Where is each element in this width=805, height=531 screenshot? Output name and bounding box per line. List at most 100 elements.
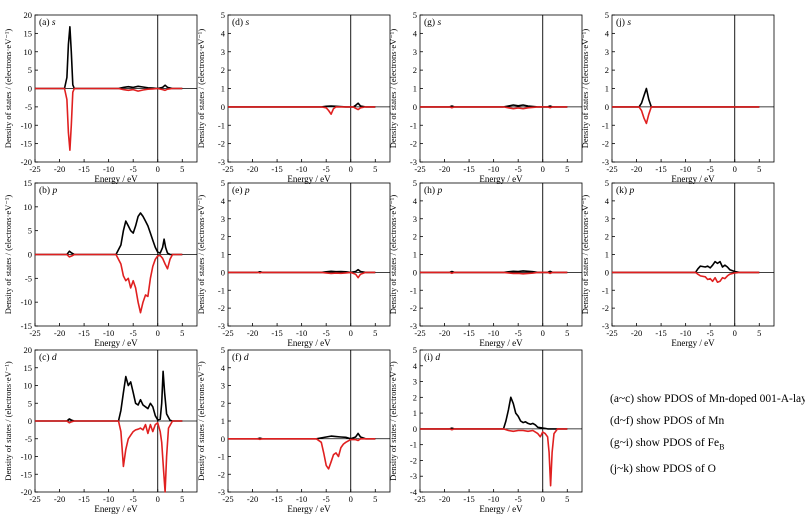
x-tick-label: -5 <box>323 164 330 174</box>
x-tick-label: -15 <box>78 494 89 504</box>
y-tick-label: -2 <box>218 139 225 149</box>
y-tick-label: 3 <box>221 47 225 57</box>
y-tick-label: 1 <box>605 84 609 94</box>
x-tick-label: -15 <box>655 328 666 338</box>
panel-label: (e) p <box>232 185 250 196</box>
orbital-label: p <box>436 186 442 196</box>
panel-c: -25 -20 -15 -10 -5 0 5-20-15-10-505101520Energ… <box>3 345 198 514</box>
x-tick-label: 5 <box>565 494 569 504</box>
y-tick-label: -10 <box>21 120 32 130</box>
x-tick-label: -15 <box>78 328 89 338</box>
x-tick-label: -20 <box>631 328 642 338</box>
x-tick-label: -20 <box>439 328 450 338</box>
panel-letter: (k) <box>616 185 629 196</box>
plot-frame <box>611 14 775 163</box>
x-tick-label: 0 <box>541 164 545 174</box>
x-tick-label: -5 <box>707 164 714 174</box>
x-tick-label: -20 <box>247 328 258 338</box>
y-tick-label: 2 <box>413 232 417 242</box>
y-tick-label: -2 <box>410 303 417 313</box>
x-tick-label: -20 <box>631 164 642 174</box>
x-tick-label: -20 <box>247 494 258 504</box>
y-tick-label: 5 <box>605 10 609 20</box>
x-tick-label: -10 <box>680 164 691 174</box>
y-tick-label: 5 <box>28 398 32 408</box>
y-tick-label: 0 <box>28 84 32 94</box>
x-tick-label: -5 <box>707 328 714 338</box>
x-tick-label: 0 <box>541 328 545 338</box>
y-tick-label: 3 <box>605 47 609 57</box>
x-tick-label: -5 <box>515 494 522 504</box>
y-tick-label: 4 <box>221 28 226 38</box>
y-tick-label: 1 <box>221 250 225 260</box>
y-tick-label: 3 <box>221 381 225 391</box>
panel-letter: (d) <box>232 17 245 28</box>
x-tick-label: -5 <box>130 328 137 338</box>
y-tick-label: 2 <box>221 232 225 242</box>
y-tick-label: 4 <box>605 196 610 206</box>
plot-frame <box>227 14 391 163</box>
y-tick-label: 0 <box>605 267 609 277</box>
x-axis-label: Energy / eV <box>94 174 138 184</box>
x-tick-label: -25 <box>606 328 617 338</box>
panel-label: (k) p <box>616 185 634 196</box>
y-tick-label: 5 <box>413 178 417 188</box>
y-axis-label: Density of states / (electrons·eV⁻¹) <box>580 29 590 149</box>
y-tick-label: 1 <box>221 84 225 94</box>
x-tick-label: -5 <box>130 164 137 174</box>
panel-b: -25 -20 -15 -10 -5 0 5 -15 -10 -5 0 5 10 15 Energy / e… <box>3 178 198 348</box>
y-tick-label: -1 <box>218 120 225 130</box>
x-tick-label: -15 <box>463 164 474 174</box>
y-tick-label: 15 <box>24 28 33 38</box>
y-tick-label: -2 <box>218 469 225 479</box>
x-tick-label: 5 <box>565 328 569 338</box>
y-tick-label: 5 <box>221 10 225 20</box>
series-down-spin <box>420 271 568 275</box>
y-tick-label: 0 <box>221 434 225 444</box>
y-axis-label: Density of states / (electrons·eV⁻¹) <box>196 361 206 481</box>
y-tick-label: -4 <box>410 487 418 497</box>
x-tick-label: -20 <box>54 328 65 338</box>
orbital-label: s <box>627 18 631 28</box>
series-down-spin <box>420 428 568 487</box>
x-tick-label: -10 <box>103 328 114 338</box>
x-tick-label: -20 <box>247 164 258 174</box>
x-tick-label: -10 <box>103 494 114 504</box>
x-tick-label: -25 <box>414 494 425 504</box>
x-tick-label: -10 <box>488 328 499 338</box>
y-tick-label: 1 <box>413 408 417 418</box>
y-axis-label: Density of states / (electrons·eV⁻¹) <box>580 195 590 315</box>
panel-a: -25 -20 -15 -10 -5 0 5-20-15-10-505101520Energ… <box>3 10 198 184</box>
y-tick-label: -15 <box>21 321 32 331</box>
y-tick-label: -1 <box>602 285 609 295</box>
x-tick-label: 5 <box>373 328 377 338</box>
orbital-label: p <box>244 186 250 196</box>
y-tick-label: -15 <box>21 139 32 149</box>
y-tick-label: 10 <box>24 47 33 57</box>
y-tick-label: 5 <box>413 10 417 20</box>
y-tick-label: 1 <box>221 416 225 426</box>
y-tick-label: -20 <box>21 487 32 497</box>
y-tick-label: -5 <box>25 434 32 444</box>
series-down-spin <box>228 438 376 470</box>
note-o: (j~k) show PDOS of O <box>610 463 716 476</box>
x-tick-label: -25 <box>29 164 40 174</box>
y-tick-label: -3 <box>602 321 609 331</box>
x-tick-label: -10 <box>680 328 691 338</box>
x-tick-label: 0 <box>349 328 353 338</box>
x-axis-label: Energy / eV <box>479 338 523 348</box>
y-tick-label: 2 <box>413 392 417 402</box>
y-tick-label: 0 <box>605 102 609 112</box>
x-tick-label: -10 <box>488 494 499 504</box>
y-axis-label: Density of states / (electrons·eV⁻¹) <box>196 29 206 149</box>
x-tick-label: 0 <box>541 494 545 504</box>
y-tick-label: -3 <box>410 157 417 167</box>
panel-label: (g) s <box>424 17 441 28</box>
x-tick-label: 0 <box>733 164 737 174</box>
x-tick-label: -15 <box>463 328 474 338</box>
x-tick-label: -5 <box>130 494 137 504</box>
x-tick-label: 0 <box>349 494 353 504</box>
y-tick-label: 5 <box>605 178 609 188</box>
